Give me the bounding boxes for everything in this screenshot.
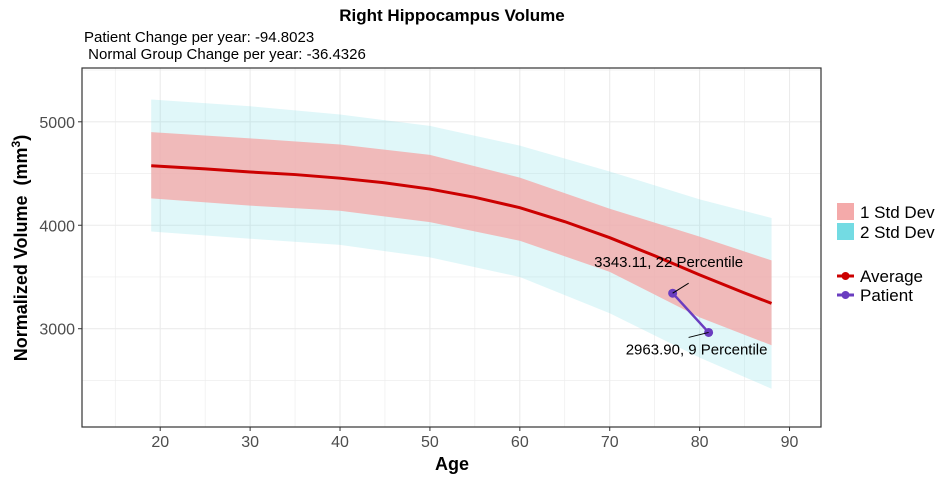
legend-point-average xyxy=(841,272,850,280)
average-line xyxy=(151,164,773,305)
x-axis-title: Age xyxy=(435,454,469,474)
legend-label: 1 Std Dev xyxy=(860,203,935,222)
legend-swatch-2-std-dev xyxy=(837,223,854,240)
patient-line xyxy=(671,292,710,334)
x-tick-label: 90 xyxy=(781,434,799,451)
legend-point-patient xyxy=(841,291,850,299)
y-axis-title: Normalized Volume(mm3) xyxy=(9,135,31,361)
y-tick-label: 5000 xyxy=(39,115,75,132)
annotation-label: 3343.11, 22 Percentile xyxy=(594,254,743,271)
patient-change-subtitle: Patient Change per year: -94.8023 xyxy=(84,29,314,46)
annotation-label: 2963.90, 9 Percentile xyxy=(626,341,768,358)
legend-label: Average xyxy=(860,267,923,286)
y-axis-unit-exponent: 3 xyxy=(9,140,23,147)
y-axis-unit: mm xyxy=(11,147,31,179)
legend-label: 2 Std Dev xyxy=(860,223,935,242)
y-axis-label-text: Normalized Volume xyxy=(11,196,31,362)
x-tick-label: 60 xyxy=(511,434,529,451)
annotation-leader-line xyxy=(672,282,689,294)
x-tick-label: 70 xyxy=(601,434,619,451)
x-tick-label: 20 xyxy=(151,434,169,451)
plot-border xyxy=(81,67,822,428)
normal-change-subtitle: Normal Group Change per year: -36.4326 xyxy=(84,46,366,63)
x-tick-label: 30 xyxy=(241,434,259,451)
chart-title: Right Hippocampus Volume xyxy=(339,6,564,25)
annotation-leader-line xyxy=(688,331,709,338)
y-tick-label: 4000 xyxy=(39,218,75,235)
x-tick-label: 40 xyxy=(331,434,349,451)
x-tick-label: 80 xyxy=(691,434,709,451)
y-tick-label: 3000 xyxy=(39,322,75,339)
plot-area: 3343.11, 22 Percentile 2963.90, 9 Percent… xyxy=(81,67,822,428)
band-1-std-dev xyxy=(151,132,772,346)
legend-swatch-1-std-dev xyxy=(837,203,854,220)
legend-label: Patient xyxy=(860,286,913,305)
x-tick-label: 50 xyxy=(421,434,439,451)
